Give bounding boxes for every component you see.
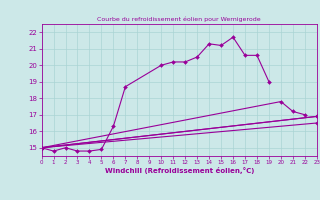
Title: Courbe du refroidissement éolien pour Wernigerode: Courbe du refroidissement éolien pour We… (97, 17, 261, 22)
X-axis label: Windchill (Refroidissement éolien,°C): Windchill (Refroidissement éolien,°C) (105, 167, 254, 174)
